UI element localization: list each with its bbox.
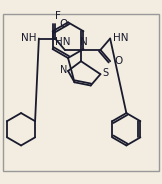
Text: HN: HN bbox=[113, 33, 128, 43]
Text: N: N bbox=[60, 65, 68, 75]
Text: S: S bbox=[102, 68, 108, 78]
Text: O: O bbox=[59, 19, 67, 29]
Text: F: F bbox=[55, 11, 61, 21]
Text: HN: HN bbox=[55, 38, 70, 47]
Text: O: O bbox=[114, 56, 122, 66]
Text: NH: NH bbox=[21, 33, 36, 43]
Text: N: N bbox=[80, 38, 87, 47]
